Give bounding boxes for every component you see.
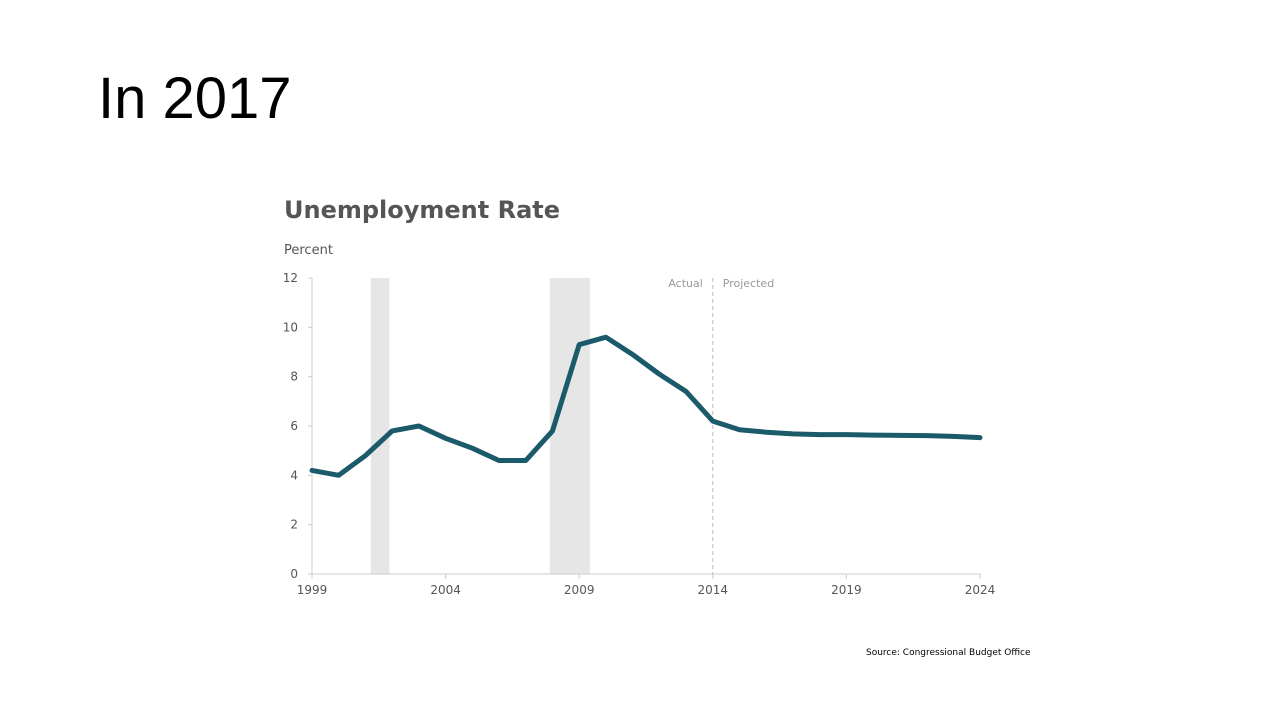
y-axis-label: Percent (284, 243, 333, 258)
y-tick-label: 10 (283, 320, 298, 334)
x-tick-label: 2024 (965, 583, 996, 597)
x-tick-label: 2014 (698, 583, 729, 597)
y-tick-label: 6 (290, 419, 298, 433)
y-tick-label: 12 (283, 271, 298, 285)
actual-label: Actual (668, 277, 702, 290)
unemployment-rate-line (309, 334, 983, 478)
y-tick-label: 0 (290, 567, 298, 581)
x-tick-label: 2019 (831, 583, 862, 597)
shaded-period (370, 278, 390, 574)
y-tick-label: 2 (290, 518, 298, 532)
source-note: Source: Congressional Budget Office (866, 648, 1031, 658)
x-tick-label: 2009 (564, 583, 595, 597)
projected-label: Projected (723, 277, 774, 290)
y-tick-label: 8 (290, 370, 298, 384)
x-tick-label: 2004 (430, 583, 461, 597)
chart-title: Unemployment Rate (284, 196, 560, 224)
y-tick-label: 4 (290, 468, 298, 482)
slide-title: In 2017 (98, 66, 292, 131)
x-tick-label: 1999 (297, 583, 328, 597)
